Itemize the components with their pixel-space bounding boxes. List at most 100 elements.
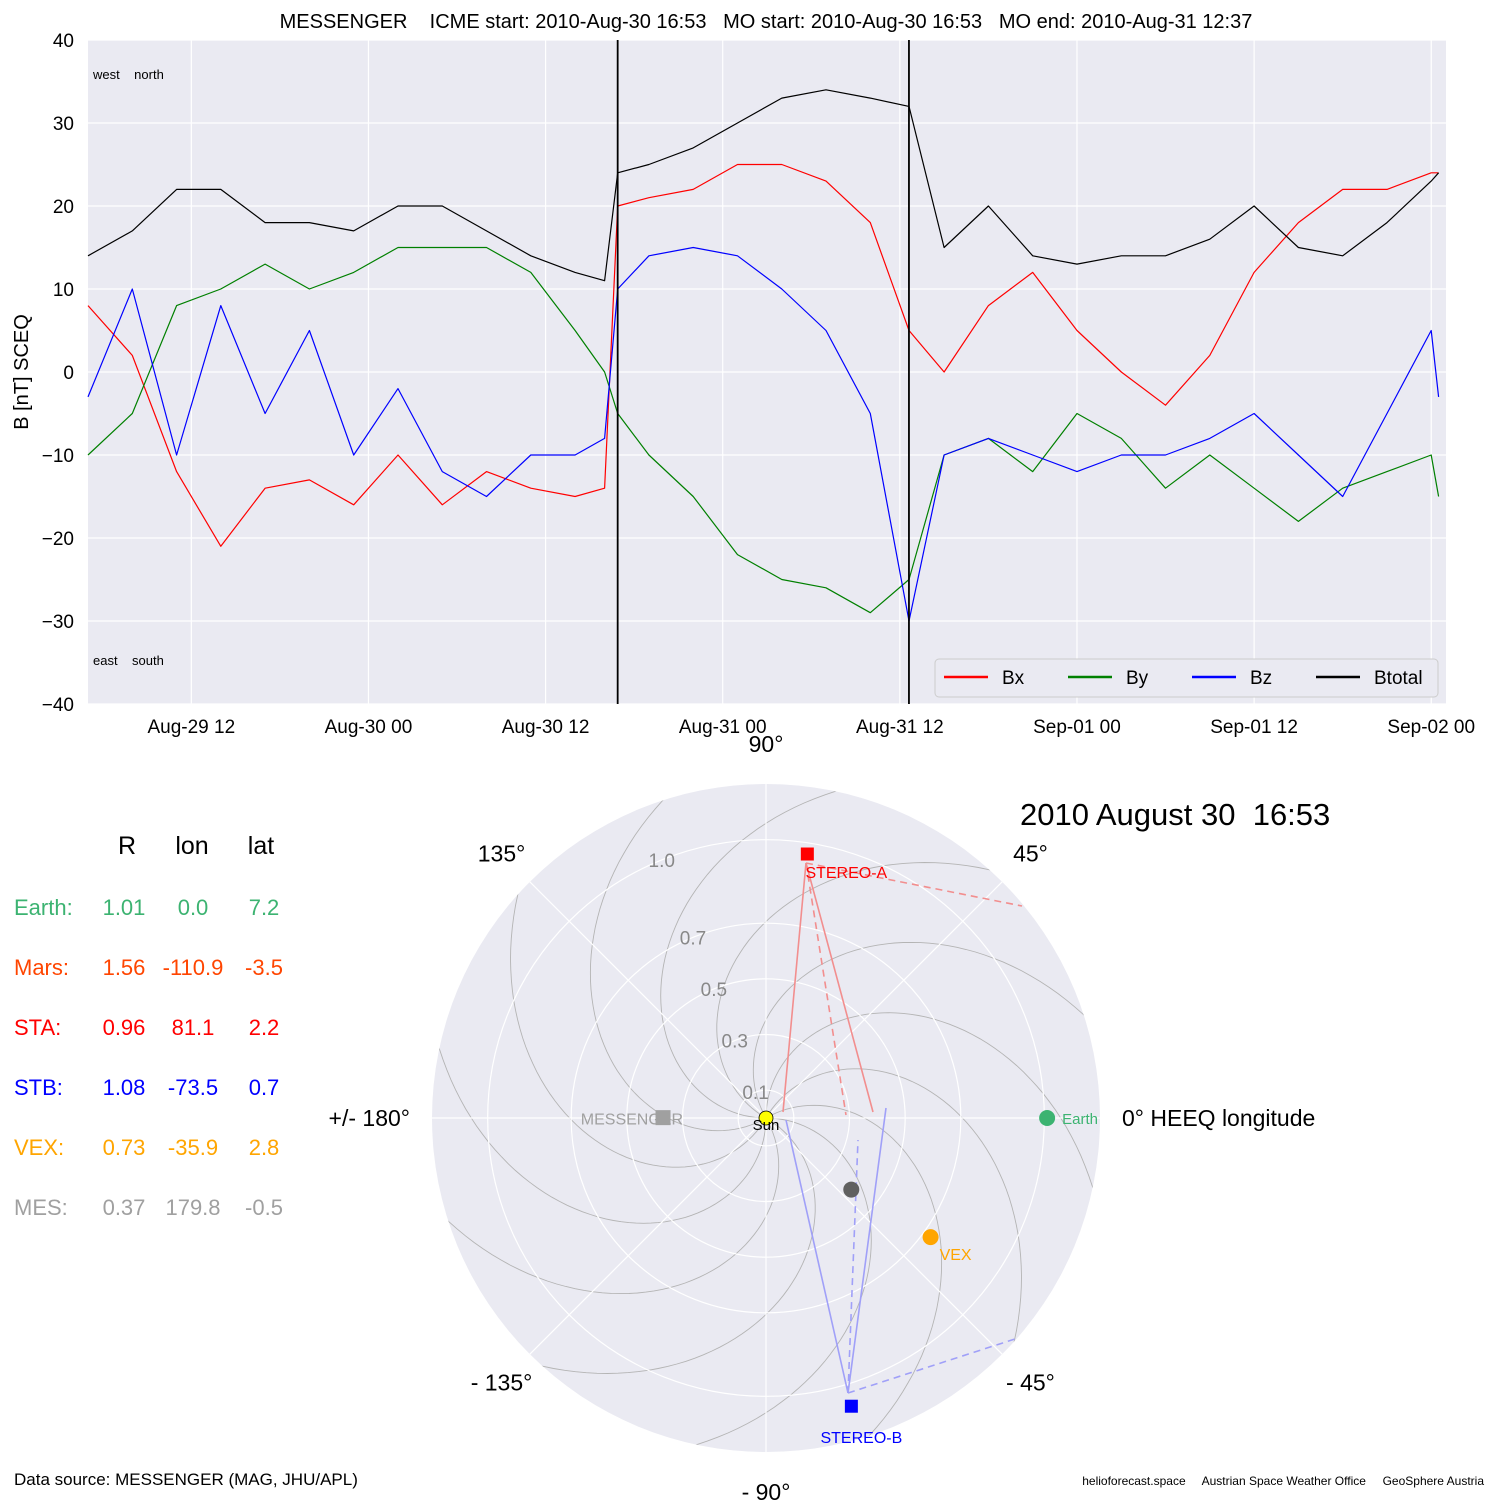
parker-spiral	[432, 1122, 780, 1295]
x-tick-label: Aug-30 12	[502, 717, 590, 738]
table-cell-r: 0.73	[103, 1135, 146, 1160]
sta-fov-dashed	[805, 862, 847, 1116]
angle-gridline	[529, 1117, 767, 1355]
table-cell-r: 1.56	[103, 955, 146, 980]
parker-spiral	[770, 1104, 943, 1452]
table-cell-lon: -73.5	[168, 1075, 218, 1100]
table-cell-lat: 0.7	[249, 1075, 280, 1100]
table-cell-lon: 0.0	[178, 895, 209, 920]
radial-tick-label: 0.3	[722, 1032, 748, 1053]
sun-label: Sun	[753, 1117, 780, 1134]
timeseries-title: MESSENGER ICME start: 2010-Aug-30 16:53 …	[280, 11, 1253, 33]
table-cell-lat: 2.2	[249, 1015, 280, 1040]
table-row-label: STA:	[14, 1015, 61, 1040]
table-row-label: STB:	[14, 1075, 63, 1100]
stb-fov-line	[847, 1107, 887, 1394]
y-tick-label: −10	[42, 446, 74, 467]
table-row-label: MES:	[14, 1195, 68, 1220]
table-cell-lat: 7.2	[249, 895, 280, 920]
table-row-label: Earth:	[14, 895, 73, 920]
legend-label: By	[1126, 668, 1149, 689]
y-tick-label: 0	[63, 363, 74, 384]
stereo-a-marker	[800, 847, 814, 861]
mes-marker	[655, 1110, 671, 1126]
x-tick-label: Aug-31 12	[856, 717, 944, 738]
table-cell-lon: -110.9	[163, 955, 224, 980]
series-line-bx	[87, 163, 1439, 547]
parker-spiral	[660, 784, 858, 1119]
vex-label: VEX	[940, 1247, 972, 1264]
table-cell-lon: -35.9	[168, 1135, 218, 1160]
table-header: lat	[248, 832, 274, 860]
parker-spiral	[716, 862, 1012, 1116]
angle-tick-labels: 90° 45° 0° HEEQ longitude - 45° - 90° - 135° +…	[329, 731, 1316, 1500]
stb-fov-line	[785, 1119, 849, 1394]
table-header: lon	[175, 832, 208, 860]
stb-fov-dashed	[847, 1139, 859, 1394]
timeseries-grid	[88, 39, 1446, 705]
table-row-label: VEX:	[14, 1135, 64, 1160]
event-boundary-lines	[616, 40, 910, 704]
parker-spiral	[520, 1120, 816, 1374]
series-line-by	[87, 246, 1440, 614]
legend-label: Bx	[1002, 668, 1025, 689]
annotation-east-south: east south	[93, 653, 164, 668]
sta-fov-line	[805, 862, 874, 1113]
y-axis-label: B [nT] SCEQ	[11, 314, 33, 430]
table-header: R	[118, 832, 136, 860]
x-tick-label: Aug-30 00	[325, 717, 413, 738]
angle-tick-label: - 135°	[471, 1369, 533, 1395]
vex-marker	[922, 1229, 939, 1246]
x-tick-label: Aug-29 12	[147, 717, 235, 738]
series-line-btotal	[87, 89, 1440, 282]
table-cell-lon: 179.8	[165, 1195, 220, 1220]
angle-tick-label: - 90°	[742, 1479, 791, 1500]
parker-spiral	[752, 941, 1100, 1114]
polar-grid	[432, 784, 1100, 1452]
x-tick-label: Sep-02 00	[1387, 717, 1475, 738]
radial-tick-label: 1.0	[649, 851, 675, 872]
parker-spiral	[589, 784, 762, 1132]
x-tick-label: Sep-01 00	[1033, 717, 1121, 738]
y-tick-label: −20	[42, 529, 74, 550]
series-line-bz	[87, 246, 1440, 622]
radial-tick-labels: 0.1 0.3 0.5 0.7 1.0	[649, 851, 769, 1104]
polar-title: 2010 August 30 16:53	[1020, 797, 1330, 832]
credits: helioforecast.space Austrian Space Weath…	[1082, 1474, 1484, 1488]
spacecraft-field-lines	[782, 862, 1023, 1394]
x-tick-label: Aug-31 00	[679, 717, 767, 738]
angle-tick-label: +/- 180°	[329, 1105, 410, 1131]
annotation-west-north: west north	[92, 67, 164, 82]
y-tick-labels: 40 30 20 10 0 −10 −20 −30 −40	[42, 31, 74, 716]
x-tick-label: Sep-01 12	[1210, 717, 1298, 738]
radial-tick-label: 0.7	[680, 928, 706, 949]
sta-fov-dashed	[805, 862, 1023, 907]
earth-marker	[1039, 1110, 1056, 1126]
angle-tick-label: 45°	[1013, 841, 1048, 867]
table-cell-lat: 2.8	[249, 1135, 280, 1160]
mes-label: MESSENGER	[581, 1112, 683, 1129]
legend-box	[934, 658, 1439, 698]
angle-tick-label: 0° HEEQ longitude	[1122, 1105, 1315, 1131]
table-cell-r: 1.01	[103, 895, 146, 920]
stereo-b-marker	[844, 1399, 858, 1413]
stereo-b-label: STEREO-B	[820, 1430, 902, 1447]
parker-spiral	[768, 1068, 1022, 1364]
parker-spiral	[765, 1012, 1100, 1210]
stereo-a-label: STEREO-A	[805, 865, 887, 882]
angle-tick-label: 135°	[478, 841, 526, 867]
y-tick-label: 40	[53, 31, 74, 52]
table-cell-lat: -0.5	[245, 1195, 283, 1220]
parker-spiral	[674, 1117, 872, 1452]
table-cell-r: 0.96	[103, 1015, 146, 1040]
y-tick-label: 30	[53, 114, 74, 135]
parker-spirals	[432, 784, 1100, 1452]
table-cell-r: 1.08	[103, 1075, 146, 1100]
data-source: Data source: MESSENGER (MAG, JHU/APL)	[14, 1470, 358, 1489]
mercury-marker	[843, 1181, 860, 1198]
sta-fov-line	[782, 862, 807, 1113]
angle-tick-label: - 45°	[1006, 1369, 1055, 1395]
planet-markers: Sun Earth STEREO-A STEREO-B VEX MESSENGER	[581, 847, 1098, 1447]
x-tick-labels: Aug-29 12 Aug-30 00 Aug-30 12 Aug-31 00 Aug-…	[147, 717, 1475, 738]
